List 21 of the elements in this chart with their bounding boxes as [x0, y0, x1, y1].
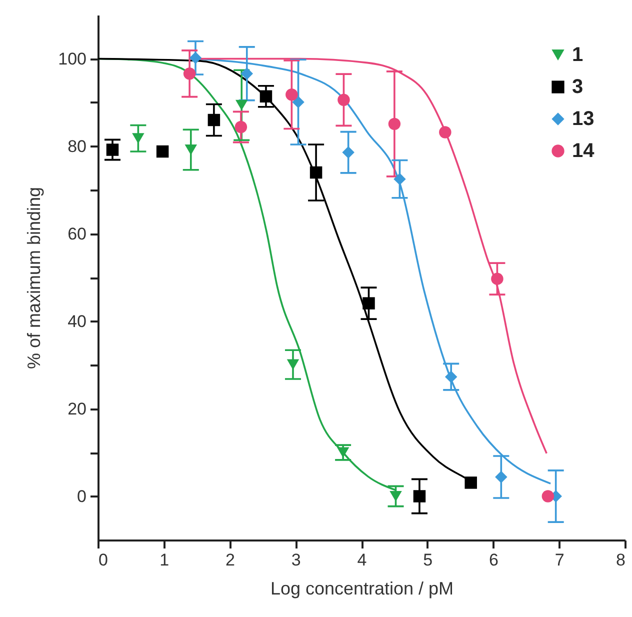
x-tick-label: 5 — [423, 550, 433, 570]
y-tick-label: 20 — [68, 399, 86, 418]
x-axis-title: Log concentration / pM — [270, 578, 454, 598]
y-tick-label: 80 — [68, 136, 86, 156]
y-tick-label: 60 — [68, 224, 86, 244]
legend-label: 1 — [572, 44, 584, 66]
legend-label: 14 — [572, 140, 596, 162]
x-tick-label: 8 — [616, 550, 626, 570]
legend-label: 13 — [572, 108, 594, 130]
y-axis-title: % of maximum binding — [24, 186, 44, 370]
x-tick-label: 4 — [357, 550, 367, 570]
x-tick-label: 1 — [160, 550, 170, 570]
legend-label: 3 — [572, 76, 584, 98]
y-tick-label: 40 — [68, 312, 86, 331]
x-tick-label: 2 — [226, 550, 235, 570]
x-tick-label: 0 — [98, 550, 108, 570]
x-tick-label: 3 — [291, 550, 301, 570]
y-tick-label: 0 — [77, 486, 86, 506]
y-tick-label: 100 — [58, 49, 86, 68]
x-tick-label: 6 — [489, 550, 498, 570]
x-tick-label: 7 — [554, 550, 564, 570]
